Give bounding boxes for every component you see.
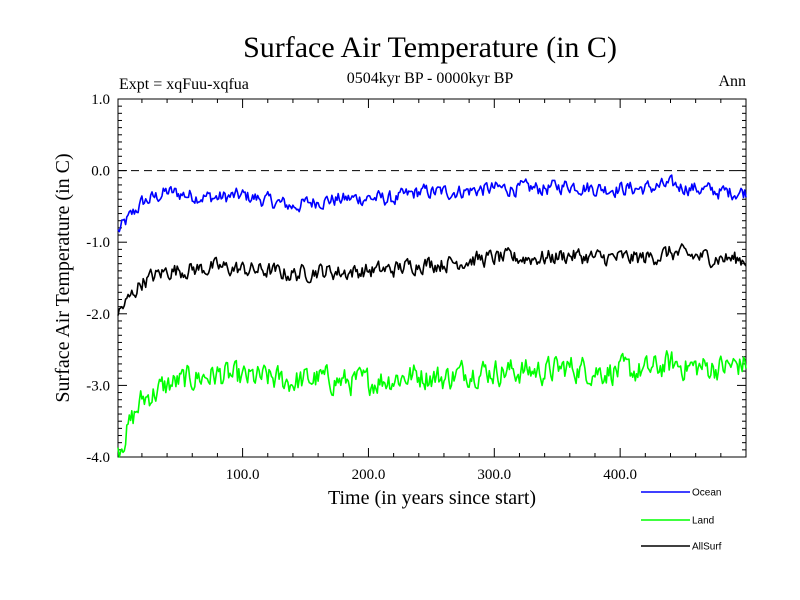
season-label: Ann [718,73,746,90]
y-tick-label: -3.0 [86,378,110,394]
chart-title: Surface Air Temperature (in C) [243,31,617,64]
y-tick-label: 1.0 [91,92,110,108]
y-tick-label: -4.0 [86,450,110,466]
legend-label-ocean: Ocean [692,488,721,499]
series-line-allsurf [117,243,747,316]
y-tick-label: -2.0 [86,307,110,323]
y-tick-label: 0.0 [91,164,110,180]
experiment-label: Expt = xqFuu-xqfua [119,76,249,93]
plot-area: 1.0 0.0 -1.0 -2.0 -3.0 -4.0 100.0 200.0 300.0 400… [86,92,747,483]
x-tick-label: 200.0 [352,467,386,483]
time-range-label: 0504kyr BP - 0000kyr BP [347,70,514,87]
series-line-land [117,350,747,458]
legend: Ocean Land AllSurf [641,488,722,553]
x-axis-title: Time (in years since start) [328,487,536,509]
x-tick-label: 300.0 [477,467,511,483]
plot-frame [117,98,747,458]
y-axis-title: Surface Air Temperature (in C) [52,153,74,402]
legend-label-land: Land [692,516,714,527]
y-tick-label: -1.0 [86,235,110,251]
legend-label-allsurf: AllSurf [692,542,722,553]
series-line-ocean [117,174,747,233]
x-tick-label: 400.0 [603,467,637,483]
x-tick-label: 100.0 [226,467,260,483]
